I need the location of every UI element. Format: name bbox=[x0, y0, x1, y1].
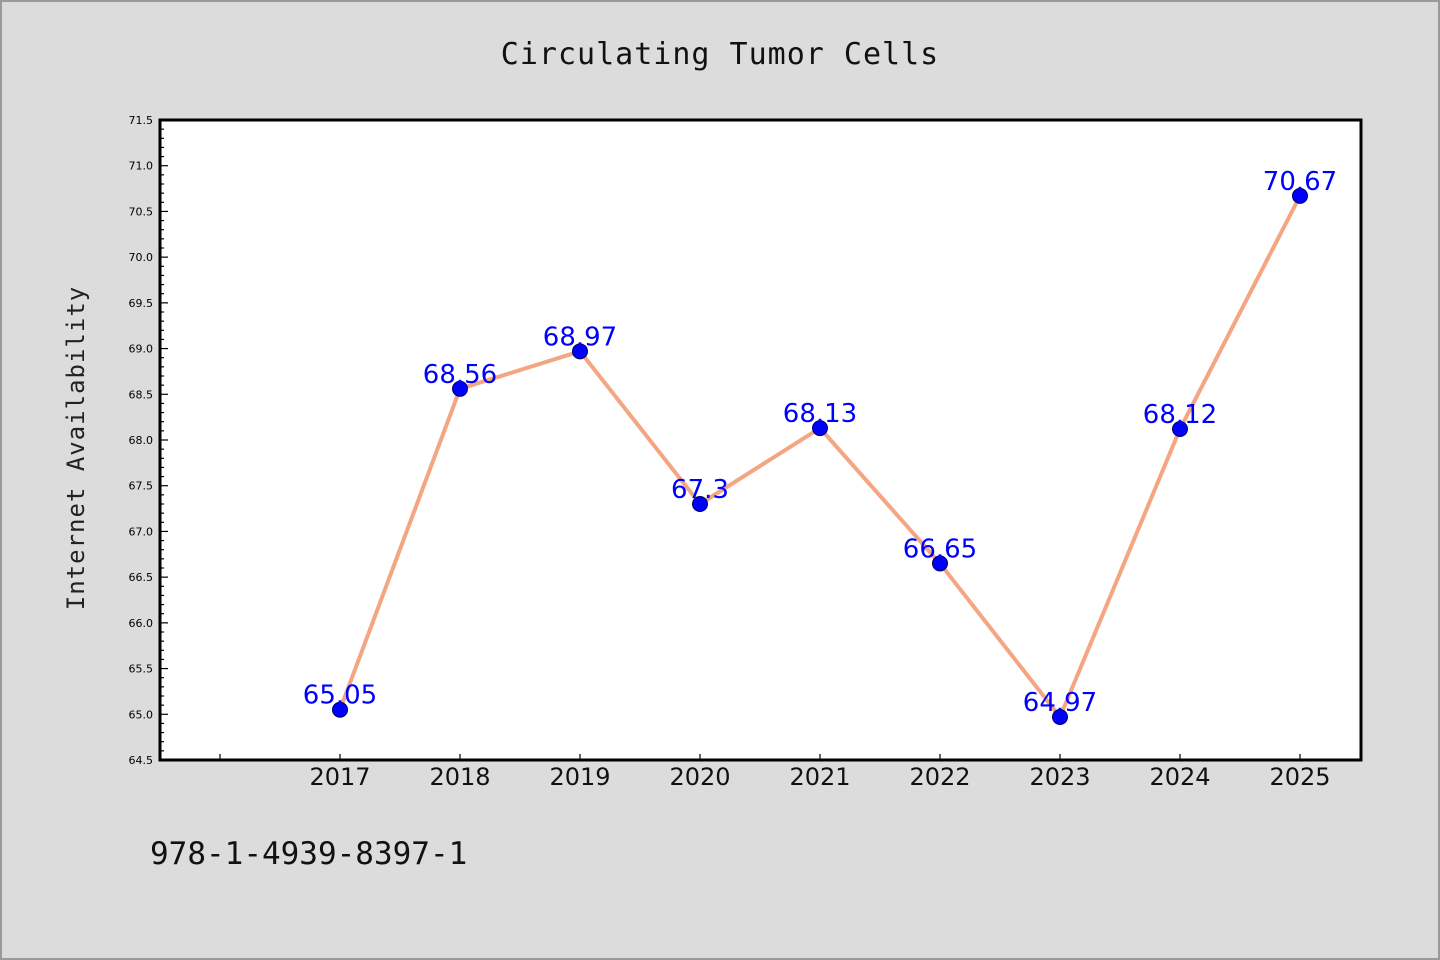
y-tick-label: 68.0 bbox=[129, 434, 154, 447]
data-point bbox=[572, 343, 588, 360]
y-axis-label: Internet Availability bbox=[62, 286, 90, 610]
y-tick-label: 67.0 bbox=[129, 525, 154, 538]
x-tick-label: 2022 bbox=[909, 763, 970, 791]
x-axis-ticks: 2017 2018 2019 2020 2021 2022 2023 2024 2025 bbox=[219, 754, 1331, 791]
y-tick-label: 68.5 bbox=[129, 388, 154, 401]
x-tick-label: 2020 bbox=[669, 763, 730, 791]
y-tick-label: 69.5 bbox=[129, 297, 154, 310]
data-label: 64.97 bbox=[1023, 688, 1097, 718]
y-tick-label: 71.0 bbox=[129, 160, 154, 173]
y-axis-ticks: 64.5 65.0 65.5 66.0 66.5 67.0 67.5 68.0 68.5 69.0… bbox=[129, 114, 168, 767]
data-label: 68.12 bbox=[1143, 400, 1217, 430]
data-point bbox=[692, 496, 708, 512]
x-tick-label: 2024 bbox=[1149, 763, 1210, 791]
series-points-group bbox=[332, 187, 1308, 726]
data-label: 66.65 bbox=[903, 534, 977, 564]
x-tick-label: 2017 bbox=[309, 763, 370, 791]
data-label: 70.67 bbox=[1263, 167, 1337, 197]
x-tick-label: 2018 bbox=[429, 763, 490, 791]
y-tick-label: 71.5 bbox=[129, 114, 154, 127]
y-tick-label: 66.5 bbox=[129, 571, 154, 584]
x-tick-label: 2021 bbox=[789, 763, 850, 791]
y-tick-label: 70.5 bbox=[129, 205, 154, 218]
y-tick-label: 69.0 bbox=[129, 343, 154, 356]
data-point bbox=[452, 380, 468, 397]
data-point bbox=[812, 420, 828, 437]
y-tick-label: 65.0 bbox=[129, 708, 154, 721]
data-label: 67.3 bbox=[671, 475, 729, 505]
y-tick-label: 70.0 bbox=[129, 251, 154, 264]
x-tick-label: 2025 bbox=[1269, 763, 1330, 791]
data-point bbox=[932, 555, 948, 572]
plot-frame bbox=[158, 118, 1363, 762]
plot-area bbox=[160, 120, 1361, 760]
data-point bbox=[332, 701, 348, 718]
y-tick-label: 66.0 bbox=[129, 617, 154, 630]
x-tick-label: 2019 bbox=[549, 763, 610, 791]
data-label: 68.13 bbox=[783, 399, 857, 429]
data-point bbox=[1052, 709, 1068, 726]
x-tick-label: 2023 bbox=[1029, 763, 1090, 791]
data-label: 68.56 bbox=[423, 360, 497, 390]
y-tick-label: 64.5 bbox=[129, 754, 154, 767]
data-label: 65.05 bbox=[303, 681, 377, 711]
data-label: 68.97 bbox=[543, 322, 617, 352]
data-labels-group: 65.05 68.56 68.97 67.3 68.13 66.65 64.97 68.12 7… bbox=[303, 167, 1337, 718]
y-tick-label: 65.5 bbox=[129, 663, 154, 676]
chart-title: Circulating Tumor Cells bbox=[501, 37, 939, 72]
data-point bbox=[1172, 421, 1188, 438]
data-point bbox=[1292, 187, 1308, 204]
footer-isbn: 978-1-4939-8397-1 bbox=[150, 836, 467, 872]
y-tick-label: 67.5 bbox=[129, 480, 154, 493]
